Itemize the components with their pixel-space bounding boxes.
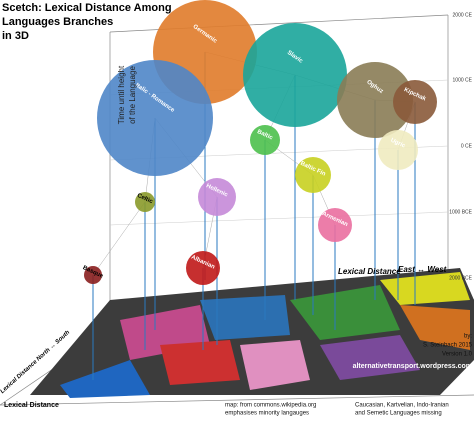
note: emphasises minority langauges	[225, 411, 309, 417]
bubble	[318, 208, 352, 242]
time-ticks: 2000 CE 1000 CE 0 CE 1000 BCE 2000 BCE	[449, 12, 472, 281]
time-tick: 1000 CE	[453, 77, 473, 83]
axis-label: Lexical Distance	[338, 267, 401, 276]
bubble	[198, 178, 236, 216]
title-line: Languages Branches	[2, 16, 113, 28]
bubble	[84, 266, 102, 284]
bubble	[393, 80, 437, 124]
notes: map: from commons.wikipedia.org emphasis…	[225, 403, 449, 417]
bubble	[243, 23, 347, 127]
axis-label: Lexical Distance	[4, 402, 59, 409]
credit: by:	[464, 334, 472, 340]
time-tick: 0 CE	[461, 143, 473, 149]
time-tick: 2000 CE	[453, 12, 473, 18]
bubble	[97, 60, 213, 176]
bubble	[295, 157, 331, 193]
bubble	[186, 251, 220, 285]
note: Caucasian, Kartvelian, Indo-Iranian	[355, 403, 449, 409]
title: Scetch: Lexical Distance Among Languages…	[2, 2, 172, 42]
credit: Version 1.0	[442, 352, 473, 358]
map	[30, 268, 474, 398]
title-line: in 3D	[2, 30, 29, 42]
title-line: Scetch: Lexical Distance Among	[2, 2, 172, 14]
site: alternativetransport.wordpress.com	[353, 363, 472, 370]
credit: S. Steinbach 2015	[423, 343, 473, 349]
bubble	[378, 130, 418, 170]
bubble	[337, 62, 413, 138]
axis-label: Time until height	[117, 65, 126, 124]
bubble	[135, 192, 155, 212]
axis-label: of the Language	[128, 66, 137, 124]
bubble	[250, 125, 280, 155]
time-tick: 2000 BCE	[449, 275, 472, 281]
time-tick: 1000 BCE	[449, 209, 472, 215]
note: map: from commons.wikipedia.org	[225, 403, 316, 409]
note: and Semetic Languages missing	[355, 411, 442, 417]
axis-label: East ↔ West	[398, 265, 447, 274]
credits: by: S. Steinbach 2015 Version 1.0	[423, 334, 473, 358]
